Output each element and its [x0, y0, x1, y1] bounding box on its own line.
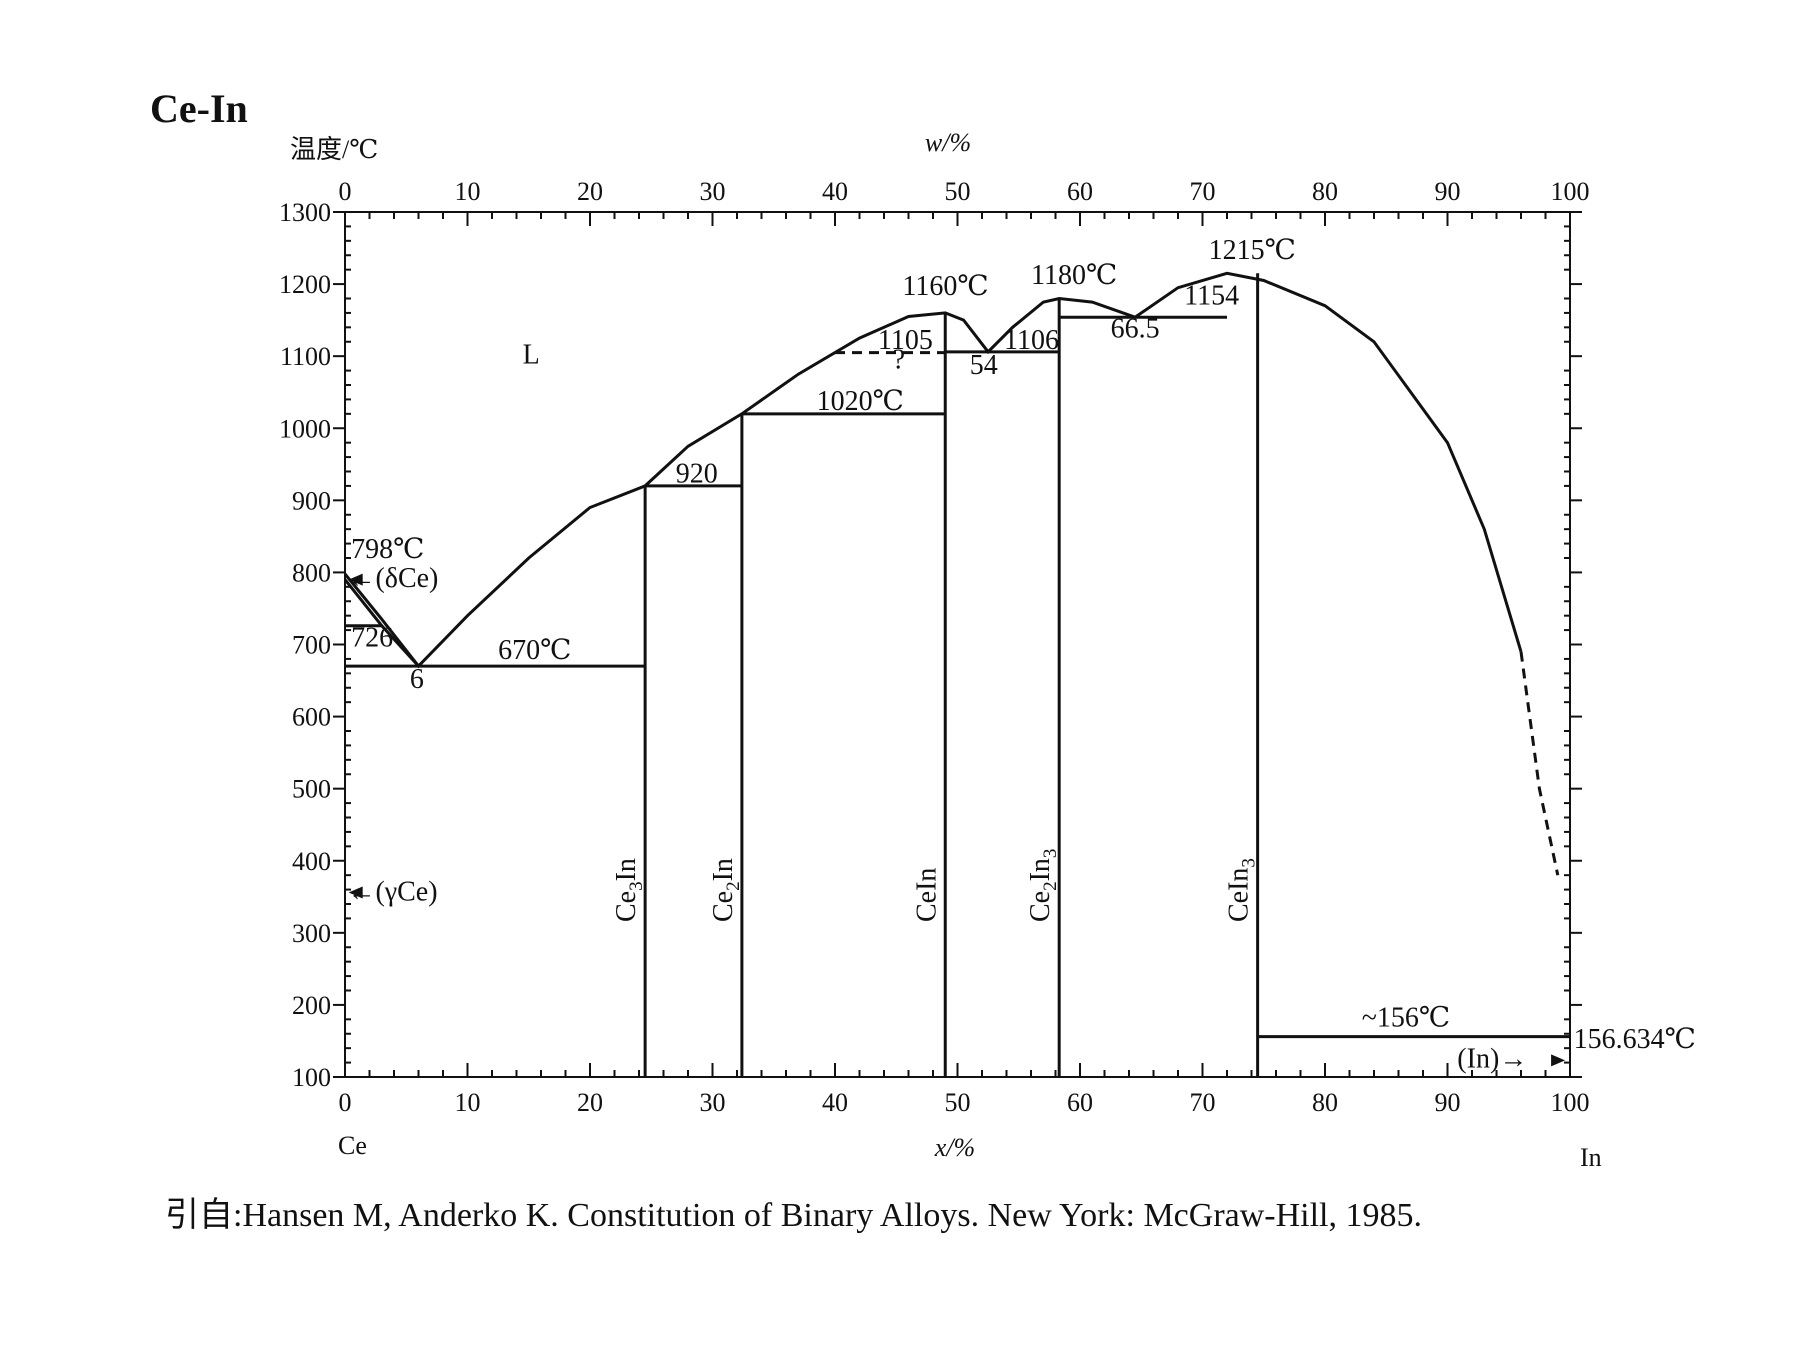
- annotation-label: 726: [351, 623, 393, 654]
- annotation-label: 66.5: [1111, 313, 1160, 344]
- top-x-tick-label: 40: [822, 177, 848, 206]
- compound-label: Ce3In: [611, 858, 647, 922]
- annotation-label: 798℃: [351, 534, 424, 565]
- annotation-label: ←(γCe): [347, 876, 437, 907]
- x-tick-label: 90: [1435, 1088, 1461, 1117]
- annotation-label: 1154: [1184, 280, 1239, 311]
- compound-label: CeIn3: [1224, 858, 1260, 922]
- x-tick-label: 30: [700, 1088, 726, 1117]
- annotation-label: 156.634℃: [1574, 1024, 1696, 1055]
- x-tick-label: 40: [822, 1088, 848, 1117]
- compound-label-tail: In: [611, 858, 642, 881]
- y-tick-label: 400: [292, 847, 331, 876]
- annotation-label: 670℃: [498, 635, 571, 666]
- y-tick-label: 600: [292, 703, 331, 732]
- compound-label-subscript: 2: [723, 881, 744, 891]
- delta-ce-arrowhead: [348, 573, 363, 586]
- phase-boundaries: [343, 271, 1570, 1039]
- annotation-label: ?: [893, 344, 905, 375]
- compound-label-tail: In: [708, 858, 739, 881]
- compound-label-subscript: 3: [626, 881, 647, 891]
- y-axis-label: 温度/℃: [290, 135, 378, 164]
- compound-lines: Ce3In Ce2In CeIn Ce2In3 CeIn3: [611, 273, 1260, 1077]
- annotation-label: 1160℃: [902, 271, 988, 302]
- liquidus-curve: [343, 271, 1523, 669]
- top-x-tick-label: 70: [1190, 177, 1216, 206]
- y-tick-label: 1300: [279, 198, 331, 227]
- y-tick-label: 300: [292, 919, 331, 948]
- axis-ticks: 1002003004005006007008009001000110012001…: [279, 177, 1590, 1117]
- y-tick-label: 900: [292, 486, 331, 515]
- y-tick-label: 200: [292, 991, 331, 1020]
- y-tick-label: 700: [292, 631, 331, 660]
- top-x-tick-label: 80: [1312, 177, 1338, 206]
- compound-label-subscript: 2: [1040, 881, 1061, 891]
- y-tick-label: 1100: [280, 342, 331, 371]
- y-tick-label: 100: [292, 1063, 331, 1092]
- annotation-label: 54: [970, 350, 998, 381]
- x-tick-label: 100: [1551, 1088, 1590, 1117]
- element-right-label: In: [1580, 1143, 1602, 1172]
- annotation-label: ~156℃: [1362, 1003, 1450, 1034]
- liquidus-dashed-extension: [1519, 651, 1560, 876]
- y-tick-label: 1000: [279, 414, 331, 443]
- element-left-label: Ce: [338, 1131, 367, 1160]
- x-tick-label: 0: [339, 1088, 352, 1117]
- y-tick-label: 500: [292, 775, 331, 804]
- annotation-label: 1020℃: [817, 386, 904, 417]
- top-x-tick-label: 30: [700, 177, 726, 206]
- compound-label: Ce2In3: [1025, 849, 1061, 922]
- x-tick-label: 50: [945, 1088, 971, 1117]
- annotation-label: 1215℃: [1209, 235, 1296, 266]
- compound-label-tail: In: [1025, 858, 1056, 881]
- x-tick-label: 70: [1190, 1088, 1216, 1117]
- y-tick-label: 800: [292, 558, 331, 587]
- annotation-label: ←(δCe): [347, 563, 438, 594]
- top-x-axis-label: w/%: [925, 128, 971, 157]
- in-arrowhead: [1551, 1054, 1566, 1067]
- annotation-label: 6: [410, 664, 424, 695]
- y-tick-label: 1200: [279, 270, 331, 299]
- x-tick-label: 80: [1312, 1088, 1338, 1117]
- top-x-tick-label: 0: [339, 177, 352, 206]
- top-x-tick-label: 60: [1067, 177, 1093, 206]
- annotation-label: 1180℃: [1031, 260, 1117, 291]
- bottom-x-axis-label: x/%: [934, 1133, 975, 1162]
- x-tick-label: 20: [577, 1088, 603, 1117]
- top-x-tick-label: 90: [1435, 177, 1461, 206]
- annotation-label: L: [523, 339, 540, 370]
- x-tick-label: 60: [1067, 1088, 1093, 1117]
- x-tick-label: 10: [455, 1088, 481, 1117]
- compound-label-subscript: 3: [1040, 849, 1061, 859]
- top-x-tick-label: 100: [1551, 177, 1590, 206]
- compound-label-subscript: 3: [1239, 858, 1260, 868]
- gamma-ce-arrowhead: [348, 886, 363, 899]
- top-x-tick-label: 20: [577, 177, 603, 206]
- top-x-tick-label: 50: [945, 177, 971, 206]
- compound-label: Ce2In: [708, 858, 744, 922]
- chart-title: Ce-In: [150, 86, 248, 131]
- annotation-label: 1106: [1004, 325, 1059, 356]
- annotation-label: 920: [676, 458, 718, 489]
- annotation-label: 1105: [878, 325, 933, 356]
- top-x-tick-label: 10: [455, 177, 481, 206]
- annotation-label: (In)→: [1457, 1044, 1527, 1075]
- delta-ce-boundary: [343, 578, 420, 668]
- compound-label: CeIn: [911, 868, 942, 922]
- citation: 引自:Hansen M, Anderko K. Constitution of …: [165, 1196, 1422, 1234]
